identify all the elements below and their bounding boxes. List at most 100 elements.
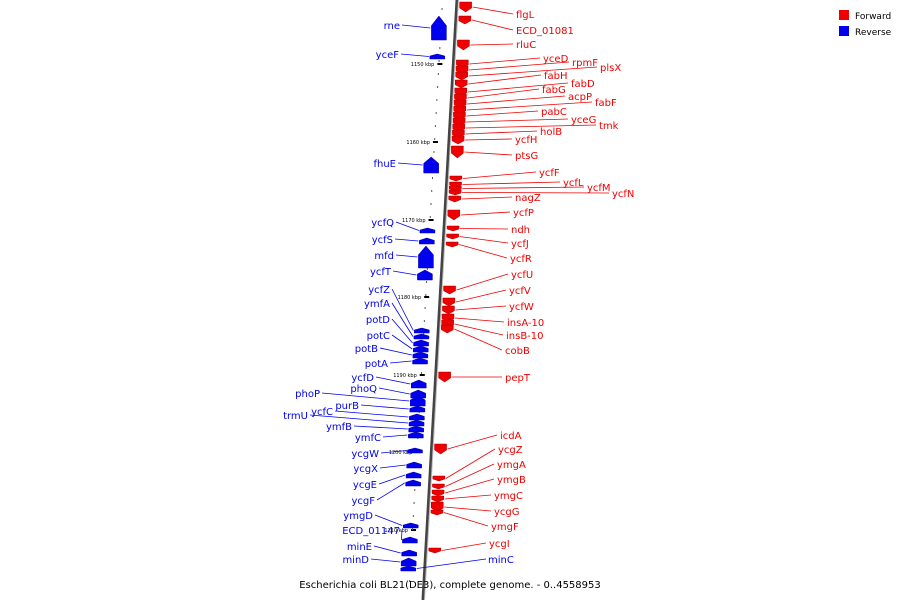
reverse-gene-label: ymfC — [355, 433, 381, 444]
reverse-gene-leader — [375, 376, 411, 385]
forward-gene-leader — [469, 57, 541, 65]
reverse-gene-label: potC — [367, 331, 390, 342]
forward-gene-label: pabC — [541, 107, 567, 118]
reverse-legend-swatch — [839, 26, 849, 36]
reverse-gene-label: ycgX — [353, 464, 378, 475]
forward-gene-feature — [442, 297, 456, 307]
forward-gene-feature — [454, 79, 468, 89]
reverse-gene-label: ycfC — [311, 407, 333, 418]
forward-gene-feature — [458, 15, 472, 25]
forward-gene-leader — [454, 328, 503, 351]
reverse-gene-label: potD — [366, 315, 390, 326]
forward-gene-label: fabH — [544, 71, 568, 82]
forward-gene-leader — [469, 61, 570, 71]
forward-gene-leader — [465, 124, 597, 129]
forward-gene-feature — [443, 285, 456, 295]
forward-gene-leader — [460, 211, 511, 216]
axis-dot — [433, 151, 435, 153]
reverse-gene-leader — [373, 545, 401, 554]
forward-gene-label: ycfU — [511, 270, 533, 281]
reverse-gene-leader — [376, 482, 405, 501]
axis-dot — [413, 502, 415, 504]
forward-gene-feature — [459, 1, 472, 13]
reverse-gene-feature — [408, 431, 424, 439]
forward-gene-feature — [431, 495, 444, 503]
forward-gene-leader — [455, 289, 507, 303]
axis-dot — [441, 8, 443, 10]
forward-gene-feature — [432, 483, 445, 490]
reverse-gene-feature — [409, 413, 425, 421]
reverse-gene-label: trmU — [283, 411, 308, 422]
reverse-gene-leader — [395, 221, 420, 231]
forward-gene-label: ymgB — [497, 475, 526, 486]
reverse-gene-label: rne — [384, 21, 400, 32]
axis-dot — [426, 268, 428, 270]
reverse-gene-label: potB — [355, 344, 378, 355]
reverse-gene-leader — [401, 529, 403, 541]
genome-axis — [421, 0, 459, 600]
forward-gene-leader — [459, 244, 508, 259]
forward-gene-label: nagZ — [515, 193, 541, 204]
reverse-gene-label: fhuE — [373, 159, 396, 170]
reverse-gene-leader — [389, 360, 412, 364]
axis-dot — [431, 190, 433, 192]
forward-gene-feature — [428, 547, 442, 554]
reverse-gene-label: mfd — [374, 251, 394, 262]
reverse-gene-leader — [391, 318, 413, 344]
axis-dot — [423, 320, 425, 322]
reverse-gene-feature — [413, 333, 430, 340]
reverse-gene-feature — [418, 245, 434, 269]
reverse-gene-feature — [409, 405, 426, 413]
forward-legend-swatch — [839, 10, 849, 20]
forward-gene-leader — [455, 305, 507, 311]
reverse-gene-leader — [360, 404, 409, 410]
reverse-gene-leader — [370, 558, 401, 563]
scale-tick-label: 1170 kbp — [402, 218, 426, 224]
forward-gene-feature — [442, 305, 455, 315]
forward-gene-feature — [448, 189, 462, 196]
axis-dot — [439, 47, 441, 49]
reverse-gene-leader — [382, 434, 408, 438]
axis-dot — [420, 372, 422, 374]
scale-tick-label: 1210 kbp — [384, 528, 408, 534]
reverse-gene-label: ycfS — [372, 235, 393, 246]
forward-gene-label: ycfN — [612, 189, 634, 200]
axis-dot — [429, 216, 431, 218]
reverse-gene-feature — [417, 269, 433, 281]
scale-tick-label: 1160 kbp — [406, 140, 430, 146]
reverse-gene-leader — [391, 302, 414, 337]
forward-gene-label: rpmF — [572, 58, 598, 69]
reverse-gene-feature — [410, 395, 426, 407]
scale-tick-mark — [432, 141, 438, 143]
axis-dot — [409, 580, 411, 582]
forward-gene-leader — [471, 19, 514, 31]
reverse-gene-label: ycfQ — [371, 218, 394, 229]
forward-gene-leader — [465, 130, 538, 135]
forward-gene-feature — [430, 509, 444, 516]
forward-gene-label: acpP — [568, 92, 592, 103]
reverse-gene-feature — [407, 447, 423, 454]
forward-gene-label: ycfH — [515, 135, 537, 146]
forward-gene-label: holB — [540, 127, 562, 138]
genome-axis-highlight — [424, 0, 459, 600]
reverse-gene-leader — [392, 270, 417, 276]
forward-gene-leader — [467, 88, 540, 99]
reverse-gene-leader — [391, 334, 413, 350]
axis-dot — [414, 489, 416, 491]
forward-gene-leader — [443, 512, 489, 527]
reverse-gene-feature — [408, 425, 424, 433]
reverse-gene-label: ycfT — [370, 267, 392, 278]
forward-gene-leader — [454, 317, 505, 323]
reverse-gene-leader — [378, 387, 410, 395]
forward-gene-label: ymgC — [494, 491, 523, 502]
forward-gene-leader — [462, 186, 585, 189]
forward-gene-leader — [462, 181, 561, 185]
reverse-gene-feature — [413, 339, 429, 347]
axis-dot — [438, 60, 440, 62]
forward-gene-label: ycfV — [509, 286, 531, 297]
reverse-gene-leader — [394, 238, 419, 242]
forward-gene-feature — [446, 225, 460, 232]
forward-gene-leader — [470, 43, 514, 46]
genome-caption: Escherichia coli BL21(DE3), complete gen… — [299, 580, 601, 591]
